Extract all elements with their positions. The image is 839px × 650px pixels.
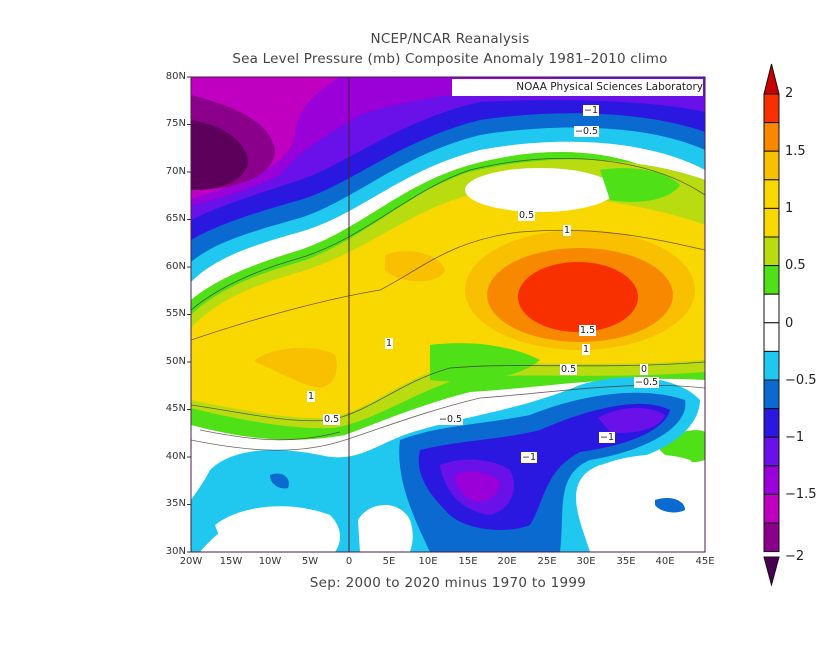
y-tick-label: 35N <box>165 498 186 509</box>
contour-label: −1 <box>599 432 616 443</box>
colorbar-label: 1.5 <box>785 144 806 159</box>
x-tick-label: 0 <box>345 556 353 567</box>
colorbar-label: −1 <box>785 430 805 445</box>
contour-fill-layer <box>191 77 705 552</box>
contour-label: 0 <box>640 364 649 375</box>
contour-label: 1 <box>385 338 394 349</box>
x-tick-label: 10E <box>418 556 438 567</box>
y-tick-label: 50N <box>165 356 186 367</box>
contour-label: −0.5 <box>574 126 600 137</box>
y-tick-label: 80N <box>165 71 186 82</box>
colorbar-label: −2 <box>785 549 805 564</box>
x-tick-label: 15W <box>219 556 243 567</box>
colorbar-label: 0.5 <box>785 258 806 273</box>
x-tick-label: 40E <box>655 556 675 567</box>
contour-label: −0.5 <box>634 377 660 388</box>
contour-label: 1 <box>307 391 316 402</box>
y-tick-label: 70N <box>165 166 186 177</box>
contour-label: −1 <box>521 452 538 463</box>
x-tick-label: 30E <box>576 556 596 567</box>
contour-label: −0.5 <box>438 414 464 425</box>
chart-subtitle: Sea Level Pressure (mb) Composite Anomal… <box>232 51 668 67</box>
contour-label: 0.5 <box>323 414 341 425</box>
y-tick-label: 40N <box>165 451 186 462</box>
colorbar-label: 1 <box>785 201 794 216</box>
colorbar-label: −0.5 <box>785 373 817 388</box>
y-tick-label: 65N <box>165 213 186 224</box>
contour-label: 0.5 <box>518 210 536 221</box>
x-tick-label: 45E <box>695 556 715 567</box>
y-tick-label: 55N <box>165 308 186 319</box>
x-tick-label: 10W <box>258 556 282 567</box>
y-tick-label: 45N <box>165 403 186 414</box>
contour-label: 1.5 <box>579 325 597 336</box>
colorbar <box>763 63 780 587</box>
contour-label: 1 <box>563 225 572 236</box>
colorbar-label: 0 <box>785 316 794 331</box>
credit-label: NOAA Physical Sciences Laboratory <box>452 79 703 96</box>
x-tick-label: 35E <box>616 556 636 567</box>
x-tick-label: 25E <box>537 556 557 567</box>
y-tick-label: 75N <box>165 118 186 129</box>
x-tick-label: 5E <box>382 556 396 567</box>
x-tick-label: 15E <box>458 556 478 567</box>
x-tick-label: 20W <box>179 556 203 567</box>
x-tick-label: 20E <box>497 556 517 567</box>
contour-label: 1 <box>582 344 591 355</box>
chart-caption: Sep: 2000 to 2020 minus 1970 to 1999 <box>309 575 587 591</box>
contour-label: −1 <box>583 105 600 116</box>
colorbar-label: 2 <box>785 86 794 101</box>
colorbar-label: −1.5 <box>785 487 817 502</box>
contour-label: 0.5 <box>560 364 578 375</box>
chart-title: NCEP/NCAR Reanalysis <box>370 31 530 47</box>
x-tick-label: 5W <box>301 556 319 567</box>
y-tick-label: 60N <box>165 261 186 272</box>
y-tick-label: 30N <box>165 546 186 557</box>
